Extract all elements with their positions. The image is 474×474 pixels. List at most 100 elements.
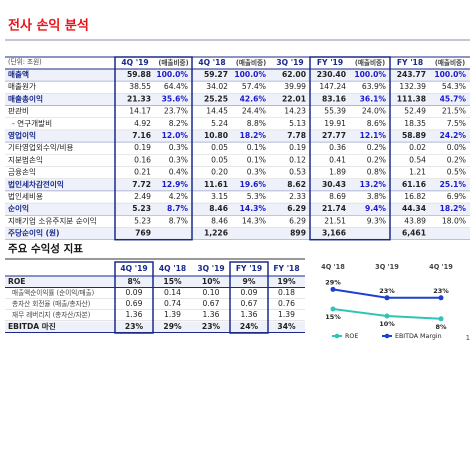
cell-value: 10.80 — [204, 131, 228, 140]
cell-value: 0.2% — [367, 143, 386, 152]
column-header: (매출비중) — [355, 58, 385, 67]
data-point — [384, 295, 390, 301]
cell-value: 0.0% — [447, 143, 466, 152]
cell-value: 0.36 — [329, 143, 346, 152]
cell-value: 39.99 — [284, 82, 306, 91]
cell-value: 24.4% — [242, 107, 266, 116]
cell-value: 230.40 — [317, 70, 346, 79]
row-label: 총자산 회전율 (매출/총자산) — [12, 299, 90, 308]
cell-value: 0.5% — [447, 168, 466, 177]
unit-label: (단위: 조원) — [8, 57, 42, 66]
cell-value: 7.16 — [132, 131, 151, 140]
column-header: 4Q '18 — [159, 264, 186, 273]
row-highlight — [5, 321, 305, 333]
cell-value: 12.9% — [162, 180, 189, 189]
cell-value: 43.89 — [404, 216, 426, 225]
cell-value: 4.92 — [134, 119, 151, 128]
row-label: 순이익 — [8, 203, 29, 213]
cell-value: 1.36 — [126, 310, 143, 319]
cell-value: 25.25 — [204, 94, 228, 103]
data-label: 10% — [379, 320, 395, 328]
x-tick-label: 4Q '18 — [321, 263, 345, 271]
cell-value: 3.15 — [211, 192, 228, 201]
cell-value: 61.16 — [402, 180, 426, 189]
cell-value: 18.2% — [240, 131, 267, 140]
data-point — [438, 295, 444, 301]
row-label: 영업이익 — [8, 130, 36, 140]
cell-value: 38.55 — [129, 82, 151, 91]
row-label: 판관비 — [8, 106, 29, 116]
column-header: 3Q '19 — [276, 58, 303, 67]
cell-value: 44.34 — [402, 204, 426, 213]
cell-value: 14.23 — [284, 107, 306, 116]
cell-value: 9% — [243, 277, 256, 286]
cell-value: 0.05 — [211, 155, 228, 164]
cell-value: 0.2% — [367, 155, 386, 164]
row-label: 기타영업외수익/비용 — [8, 142, 73, 152]
row-highlight — [5, 129, 470, 143]
cell-value: 0.54 — [409, 155, 426, 164]
row-highlight — [5, 68, 470, 82]
data-point — [438, 316, 444, 322]
cell-value: 8.8% — [247, 119, 266, 128]
cell-value: 21.5% — [442, 107, 466, 116]
row-label: 금융손익 — [8, 167, 36, 177]
cell-value: 11.61 — [204, 180, 228, 189]
cell-value: 0.19 — [289, 143, 306, 152]
cell-value: 0.19 — [134, 143, 151, 152]
cell-value: 14.3% — [240, 204, 267, 213]
data-point — [330, 286, 336, 292]
cell-value: 0.09 — [241, 288, 258, 297]
cell-value: 8.62 — [287, 180, 306, 189]
cell-value: 0.69 — [126, 299, 143, 308]
cell-value: 63.9% — [362, 82, 386, 91]
cell-value: 19.6% — [240, 180, 267, 189]
cell-value: 0.20 — [211, 168, 228, 177]
cell-value: 0.53 — [289, 168, 306, 177]
cell-value: 6,461 — [402, 229, 426, 238]
cell-value: 59.88 — [127, 70, 151, 79]
row-label: 재무 레버리지 (총자산/자본) — [12, 310, 90, 319]
cell-value: 1.89 — [329, 168, 346, 177]
data-label: 23% — [379, 287, 395, 295]
cell-value: 132.39 — [399, 82, 426, 91]
cell-value: 1.21 — [409, 168, 426, 177]
row-label: ROE — [8, 277, 26, 286]
cell-value: 0.18 — [278, 288, 295, 297]
data-label: 15% — [325, 313, 341, 321]
cell-value: 1.36 — [241, 310, 258, 319]
row-highlight — [5, 178, 470, 191]
cell-value: 0.16 — [134, 155, 151, 164]
column-header: FY '19 — [317, 58, 343, 67]
cell-value: 21.74 — [322, 204, 346, 213]
cell-value: 2.33 — [289, 192, 306, 201]
cell-value: 12.0% — [162, 131, 189, 140]
cell-value: 1.36 — [203, 310, 220, 319]
cell-value: 12.1% — [360, 131, 387, 140]
column-header: (매출비중) — [158, 58, 188, 67]
column-header: 4Q '19 — [121, 58, 148, 67]
legend-marker — [334, 333, 340, 339]
cell-value: 0.10 — [203, 288, 220, 297]
cell-value: 8.7% — [167, 204, 188, 213]
cell-value: 0.14 — [164, 288, 181, 297]
cell-value: 899 — [290, 229, 306, 238]
column-header: 3Q '19 — [197, 264, 224, 273]
cell-value: 1,226 — [204, 229, 228, 238]
column-box — [229, 261, 269, 334]
cell-value: 0.4% — [169, 168, 188, 177]
cell-value: 14.3% — [242, 216, 266, 225]
cell-value: 23% — [202, 322, 221, 331]
cell-value: 0.12 — [289, 155, 306, 164]
cell-value: 36.1% — [360, 94, 387, 103]
legend-marker — [384, 333, 390, 339]
cell-value: 147.24 — [319, 82, 346, 91]
column-header: FY '18 — [273, 264, 299, 273]
cell-value: 52.49 — [404, 107, 426, 116]
cell-value: 45.7% — [440, 94, 467, 103]
cell-value: 27.77 — [322, 131, 346, 140]
cell-value: 0.02 — [409, 143, 426, 152]
row-label: 매출원가 — [8, 81, 36, 91]
row-label: 지배기업 소유주지분 순이익 — [8, 215, 97, 225]
